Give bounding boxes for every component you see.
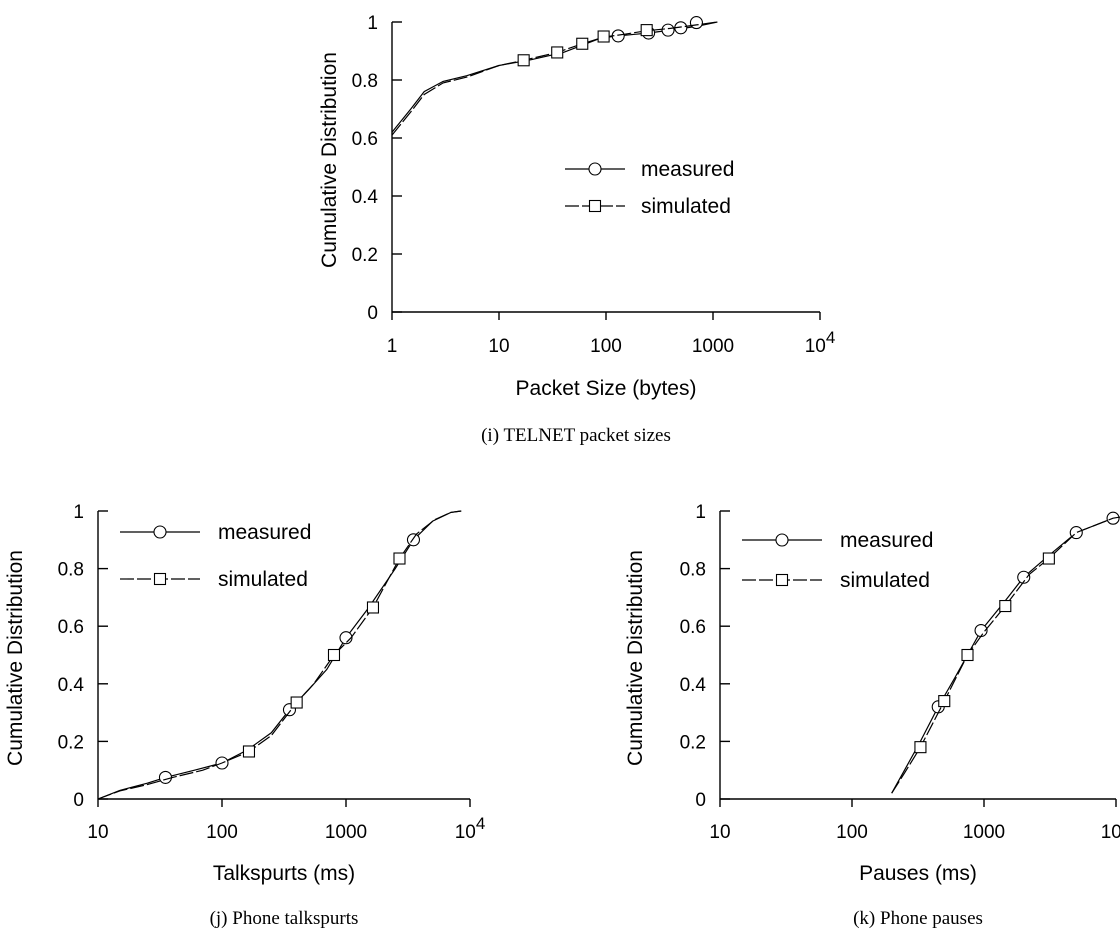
data-point-simulated (914, 741, 927, 754)
y-tick-label: 1 (73, 502, 84, 523)
data-point-simulated (938, 695, 951, 708)
legend-marker-simulated (588, 199, 602, 213)
y-tick-label: 0.8 (58, 560, 84, 581)
y-axis-title: Cumulative Distribution (624, 550, 647, 766)
data-point-measured (689, 16, 703, 30)
x-tick-label: 10 (87, 822, 108, 843)
x-tick-label: 100 (836, 822, 868, 843)
data-point-simulated (327, 648, 341, 662)
x-axis-title: Pauses (ms) (859, 862, 977, 885)
data-point-measured (661, 23, 675, 37)
data-point-measured (339, 631, 353, 645)
y-tick-label: 1 (695, 502, 706, 523)
x-tick-label: 100 (206, 822, 238, 843)
data-point-measured (406, 533, 421, 547)
data-point-simulated (1042, 552, 1055, 565)
y-tick-label: 0.6 (352, 129, 378, 150)
legend-marker-measured (153, 525, 167, 539)
x-tick-label: 1 (387, 336, 398, 357)
x-tick-label: 104 (1101, 814, 1120, 843)
data-point-simulated (366, 601, 380, 614)
legend: measured simulated (120, 521, 311, 591)
chart-caption: (j) Phone talkspurts (210, 908, 359, 929)
x-tick-label: 1000 (325, 822, 367, 843)
legend-label-measured: measured (218, 521, 311, 544)
x-tick-label: 1000 (963, 822, 1005, 843)
data-point-simulated (576, 37, 589, 50)
series-line-measured (391, 21, 718, 133)
legend-marker-simulated (775, 573, 789, 587)
legend-marker-measured (775, 533, 789, 547)
y-tick-label: 0.8 (680, 560, 706, 581)
y-tick-label: 0.2 (352, 245, 378, 266)
y-tick-label: 0.4 (680, 675, 707, 696)
x-tick-label: 100 (590, 336, 622, 357)
data-point-simulated (290, 696, 303, 709)
x-axis-title: Talkspurts (ms) (213, 862, 355, 885)
legend-marker-simulated (153, 572, 167, 586)
legend-label-simulated: simulated (641, 195, 731, 218)
y-tick-label: 0.4 (352, 187, 379, 208)
y-tick-label: 0.2 (680, 732, 706, 753)
data-point-simulated (551, 46, 564, 59)
y-tick-label: 0.6 (58, 617, 84, 638)
series-line-simulated (391, 21, 718, 136)
data-point-simulated (393, 552, 406, 565)
chart-caption: (i) TELNET packet sizes (481, 425, 671, 446)
data-point-simulated (517, 54, 530, 67)
legend-label-simulated: simulated (218, 568, 308, 591)
series-line-measured (97, 510, 462, 800)
legend-label-measured: measured (840, 529, 933, 552)
data-point-simulated (961, 648, 974, 662)
legend-label-simulated: simulated (840, 569, 930, 592)
x-tick-label: 1000 (692, 336, 734, 357)
data-point-measured (158, 770, 173, 784)
chart-phone-pauses: 10 100 1000 104 0 0.2 0.4 0.6 0.8 1 Pauses (ms) Cum… (624, 502, 1120, 929)
y-axis-title: Cumulative Distribution (318, 52, 341, 268)
legend-label-measured: measured (641, 158, 734, 181)
chart-caption: (k) Phone pauses (853, 908, 983, 929)
data-point-simulated (999, 599, 1012, 613)
y-tick-label: 0.6 (680, 617, 706, 638)
legend: measured simulated (565, 158, 734, 218)
y-tick-label: 0 (695, 790, 706, 811)
x-tick-label: 104 (455, 814, 486, 843)
x-tick-label: 10 (488, 336, 509, 357)
x-tick-label: 10 (709, 822, 730, 843)
y-tick-label: 0 (73, 790, 84, 811)
x-tick-label: 104 (805, 328, 836, 357)
legend: measured simulated (742, 529, 933, 592)
chart-phone-talkspurts: 10 100 1000 104 0 0.2 0.4 0.6 0.8 1 Talkspurts (ms… (4, 502, 485, 929)
y-tick-label: 1 (367, 13, 378, 34)
data-point-simulated (597, 30, 610, 43)
data-point-measured (1017, 570, 1031, 584)
y-tick-label: 0 (367, 303, 378, 324)
y-tick-label: 0.8 (352, 71, 378, 92)
series-line-simulated (97, 510, 462, 800)
data-point-simulated (640, 24, 653, 37)
chart-telnet-packet-sizes: 1 10 100 1000 104 0 0.2 0.4 0.6 0.8 1 Packet Size (… (318, 13, 835, 446)
y-tick-label: 0.2 (58, 732, 84, 753)
x-axis-title: Packet Size (bytes) (516, 377, 697, 400)
data-point-simulated (242, 745, 256, 758)
y-tick-label: 0.4 (58, 675, 85, 696)
y-axis-title: Cumulative Distribution (4, 550, 27, 766)
legend-marker-measured (588, 162, 602, 176)
